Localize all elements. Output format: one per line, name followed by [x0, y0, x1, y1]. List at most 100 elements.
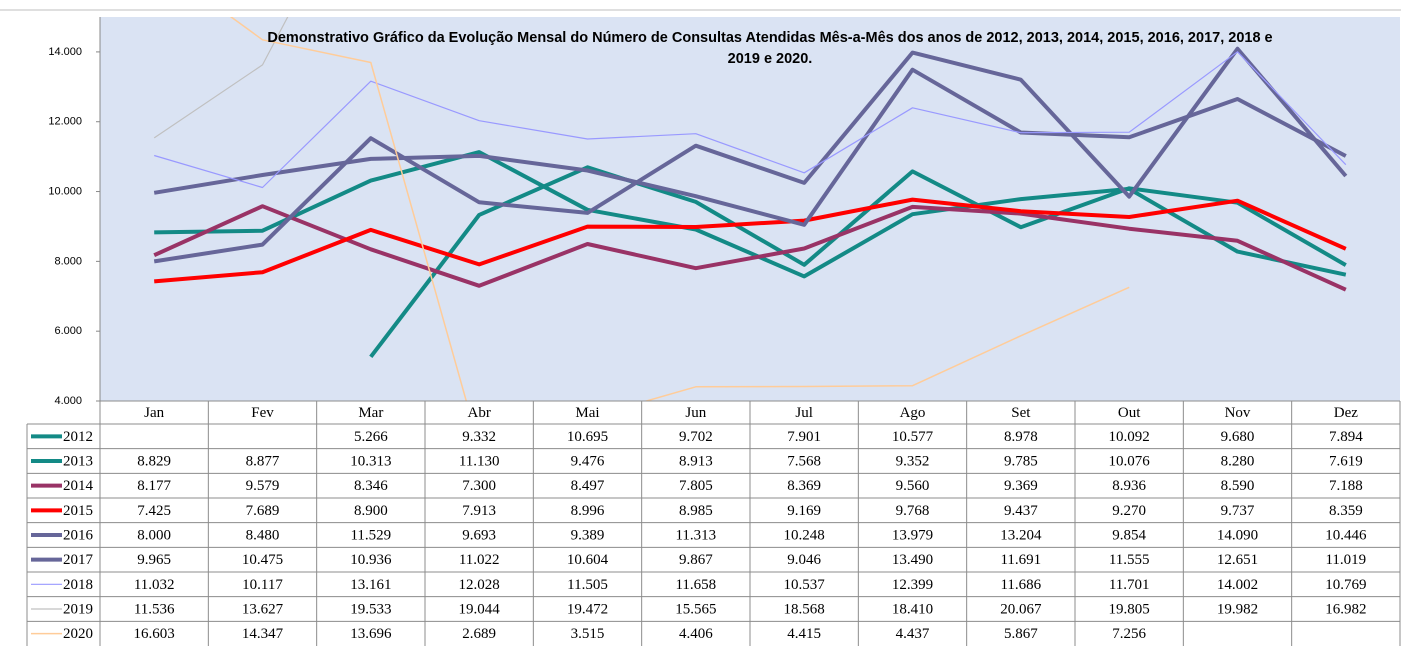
y-tick-label: 12.000 — [48, 116, 82, 128]
table-value: 8.177 — [137, 478, 171, 494]
plot-lines — [153, 17, 1348, 401]
table-value: 11.505 — [567, 577, 608, 593]
x-tick-label: Mar — [358, 405, 383, 421]
series-line — [369, 165, 1347, 359]
table-value: 9.702 — [679, 429, 713, 445]
table-value: 8.000 — [137, 527, 171, 543]
table-value: 16.982 — [1325, 601, 1366, 617]
table-value: 14.347 — [242, 626, 284, 642]
table-value: 8.985 — [679, 503, 713, 519]
table-value: 9.169 — [787, 503, 821, 519]
table-value: 18.568 — [784, 601, 825, 617]
table-value: 19.044 — [459, 601, 501, 617]
table-value: 14.090 — [1217, 527, 1258, 543]
legend-label: 2013 — [63, 453, 93, 469]
x-tick-label: Out — [1118, 405, 1141, 421]
table-value: 11.555 — [1109, 552, 1150, 568]
table-value: 10.248 — [784, 527, 825, 543]
y-tick-label: 8.000 — [54, 255, 82, 267]
table-value: 10.537 — [784, 577, 826, 593]
table-value: 9.476 — [571, 453, 605, 469]
table-value: 8.480 — [246, 527, 280, 543]
table-value: 2.689 — [462, 626, 496, 642]
table-value: 13.161 — [350, 577, 391, 593]
table-value: 3.515 — [571, 626, 605, 642]
table-value: 9.768 — [896, 503, 930, 519]
table-value: 7.425 — [137, 503, 171, 519]
series-line — [229, 17, 1130, 401]
legend-label: 2012 — [63, 429, 93, 445]
table-value: 12.399 — [892, 577, 933, 593]
x-tick-label: Abr — [468, 405, 491, 421]
x-tick-label: Jul — [795, 405, 813, 421]
series-line — [153, 46, 1348, 264]
table-value: 9.867 — [679, 552, 713, 568]
table-value: 13.204 — [1000, 527, 1042, 543]
x-tick-label: Nov — [1225, 405, 1251, 421]
series-line — [154, 197, 1347, 284]
legend-label: 2016 — [63, 527, 94, 543]
table-value: 15.565 — [675, 601, 716, 617]
chart-title: Demonstrativo Gráfico da Evolução Mensal… — [267, 30, 1272, 46]
table-value: 10.936 — [350, 552, 392, 568]
legend-label: 2018 — [63, 577, 93, 593]
y-tick-label: 14.000 — [48, 46, 82, 58]
table-value: 9.785 — [1004, 453, 1038, 469]
table-value: 10.446 — [1325, 527, 1367, 543]
table-value: 10.076 — [1109, 453, 1151, 469]
table-value: 18.410 — [892, 601, 933, 617]
table-value: 11.313 — [675, 527, 716, 543]
y-tick-label: 10.000 — [48, 185, 82, 197]
table-value: 9.046 — [787, 552, 821, 568]
table-value: 9.737 — [1221, 503, 1255, 519]
table-value: 19.472 — [567, 601, 608, 617]
table-value: 8.936 — [1112, 478, 1146, 494]
x-tick-label: Set — [1011, 405, 1031, 421]
table-value: 7.256 — [1112, 626, 1146, 642]
table-value: 9.560 — [896, 478, 930, 494]
table-value: 9.965 — [137, 552, 171, 568]
table-value: 10.117 — [242, 577, 283, 593]
table-value: 13.979 — [892, 527, 933, 543]
table-value: 7.894 — [1329, 429, 1363, 445]
x-tick-label: Ago — [900, 405, 926, 421]
series-line — [154, 150, 1347, 279]
table-value: 9.854 — [1112, 527, 1146, 543]
y-tick-label: 4.000 — [54, 395, 82, 407]
table-value: 9.579 — [246, 478, 280, 494]
x-tick-label: Jan — [144, 405, 164, 421]
table-value: 20.067 — [1000, 601, 1042, 617]
table-value: 10.604 — [567, 552, 609, 568]
table-value: 11.686 — [1000, 577, 1041, 593]
y-tick-label: 6.000 — [54, 325, 82, 337]
table-value: 11.019 — [1325, 552, 1366, 568]
table-value: 9.680 — [1221, 429, 1255, 445]
table-value: 9.270 — [1112, 503, 1146, 519]
table-value: 10.695 — [567, 429, 608, 445]
table-value: 5.867 — [1004, 626, 1038, 642]
table-value: 7.689 — [246, 503, 280, 519]
legend-label: 2019 — [63, 601, 93, 617]
table-value: 11.701 — [1109, 577, 1150, 593]
table-value: 19.982 — [1217, 601, 1258, 617]
table-value: 8.590 — [1221, 478, 1255, 494]
table-value: 7.619 — [1329, 453, 1363, 469]
table-value: 4.415 — [787, 626, 821, 642]
table-value: 11.130 — [459, 453, 500, 469]
table-value: 8.900 — [354, 503, 388, 519]
table-value: 10.577 — [892, 429, 934, 445]
table-value: 8.829 — [137, 453, 171, 469]
table-value: 4.437 — [896, 626, 930, 642]
series-line — [154, 51, 1347, 189]
table-value: 11.536 — [134, 601, 175, 617]
table-value: 12.028 — [459, 577, 500, 593]
table-value: 9.693 — [462, 527, 496, 543]
table-value: 12.651 — [1217, 552, 1258, 568]
table-value: 5.266 — [354, 429, 388, 445]
table-value: 11.529 — [350, 527, 391, 543]
table-value: 7.901 — [787, 429, 821, 445]
table-value: 11.658 — [675, 577, 716, 593]
table-value: 10.475 — [242, 552, 283, 568]
